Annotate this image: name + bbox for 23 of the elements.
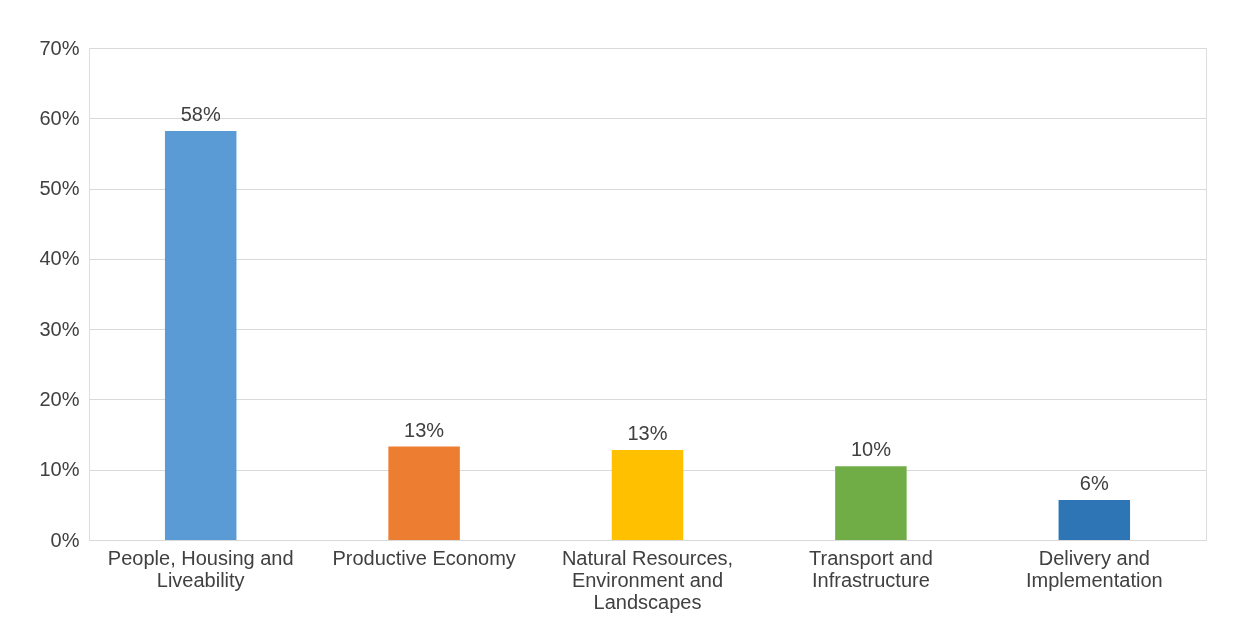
x-tick-label: Transport and Infrastructure [809, 546, 933, 591]
y-tick-label: 70% [39, 36, 80, 59]
y-tick-label: 60% [39, 106, 80, 129]
y-tick-label: 10% [39, 458, 80, 481]
data-label: 6% [1079, 471, 1109, 494]
data-label: 58% [180, 102, 221, 125]
x-tick-label: Natural Resources, Environment and Landscapes [561, 546, 734, 613]
bar [1058, 499, 1131, 540]
bar [835, 466, 907, 540]
bar [611, 450, 684, 540]
data-label: 10% [850, 438, 892, 461]
bar [164, 130, 237, 540]
data-label: 13% [404, 418, 445, 441]
x-tick-label: Delivery and Implementation [1025, 546, 1163, 591]
x-tick-label: People, Housing and Liveability [107, 546, 294, 591]
y-tick-label: 0% [50, 528, 80, 551]
bar [388, 446, 460, 540]
y-tick-label: 50% [39, 177, 80, 200]
y-tick-label: 40% [39, 247, 80, 270]
data-label: 13% [627, 422, 668, 445]
y-tick-label: 20% [39, 387, 80, 410]
x-tick-label: Productive Economy [332, 546, 516, 569]
y-tick-label: 30% [39, 317, 80, 340]
